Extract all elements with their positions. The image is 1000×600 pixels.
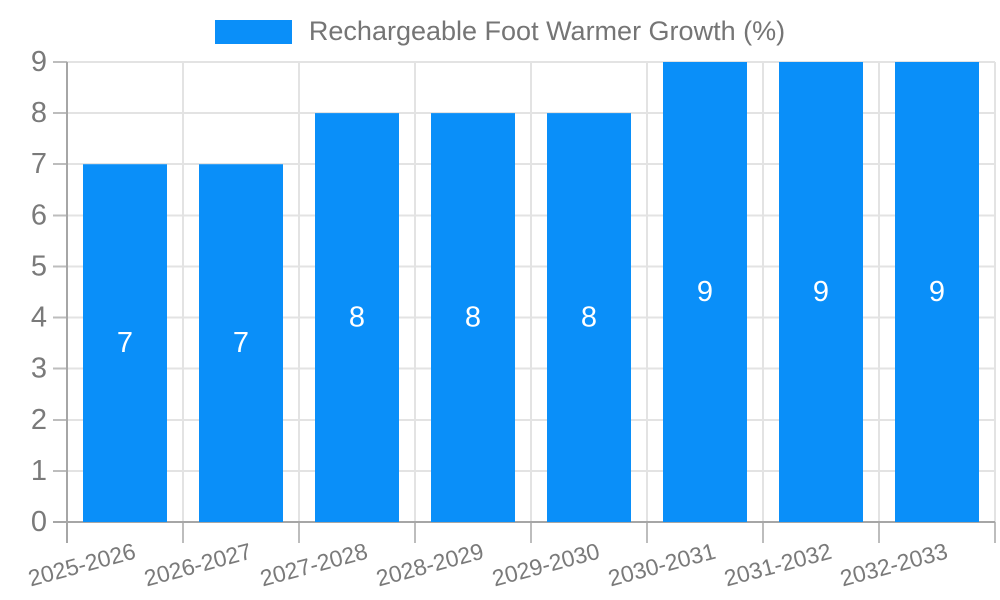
bar-value-label: 9 (697, 276, 713, 308)
y-tick-label: 2 (31, 404, 47, 436)
bar-2032-2033[interactable] (895, 62, 979, 522)
x-tick-label: 2031-2032 (721, 538, 834, 592)
bar-2030-2031[interactable] (663, 62, 747, 522)
y-tick-label: 7 (31, 148, 47, 180)
bar-2026-2027[interactable] (199, 164, 283, 522)
bar-value-label: 7 (117, 327, 133, 359)
bar-value-label: 9 (813, 276, 829, 308)
legend-label: Rechargeable Foot Warmer Growth (%) (308, 16, 786, 46)
bar-2028-2029[interactable] (431, 113, 515, 522)
bar-value-label: 8 (349, 302, 365, 334)
legend[interactable]: Rechargeable Foot Warmer Growth (%) (0, 16, 1000, 47)
bar-value-label: 7 (233, 327, 249, 359)
bar-value-label: 8 (465, 302, 481, 334)
bar-2029-2030[interactable] (547, 113, 631, 522)
y-tick-label: 9 (31, 46, 47, 78)
x-tick-label: 2032-2033 (837, 538, 950, 592)
y-tick-label: 4 (31, 302, 47, 334)
bar-value-label: 9 (929, 276, 945, 308)
y-tick-label: 5 (31, 250, 47, 282)
bar-2025-2026[interactable] (83, 164, 167, 522)
y-tick-label: 1 (31, 455, 47, 487)
x-tick-label: 2030-2031 (605, 538, 718, 592)
x-tick-label: 2027-2028 (257, 538, 370, 592)
y-tick-label: 6 (31, 199, 47, 231)
y-tick-label: 3 (31, 353, 47, 385)
bar-2031-2032[interactable] (779, 62, 863, 522)
legend-swatch (214, 19, 292, 44)
x-tick-label: 2029-2030 (489, 538, 602, 592)
x-tick-label: 2025-2026 (25, 538, 138, 592)
bar-2027-2028[interactable] (315, 113, 399, 522)
y-tick-label: 8 (31, 97, 47, 129)
x-tick-label: 2026-2027 (141, 538, 254, 592)
x-tick-label: 2028-2029 (373, 538, 486, 592)
y-tick-label: 0 (31, 506, 47, 538)
bar-value-label: 8 (581, 302, 597, 334)
